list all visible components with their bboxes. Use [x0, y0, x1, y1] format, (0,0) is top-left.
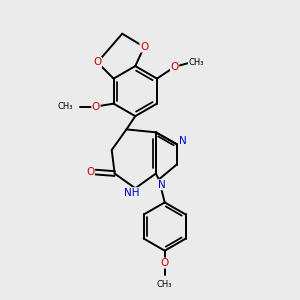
Text: CH₃: CH₃: [58, 102, 73, 111]
Text: O: O: [86, 167, 94, 177]
Text: NH: NH: [124, 188, 140, 198]
Text: O: O: [160, 258, 169, 268]
Text: N: N: [158, 180, 166, 190]
Text: O: O: [170, 62, 179, 72]
Text: O: O: [93, 57, 101, 68]
Text: O: O: [140, 42, 148, 52]
Text: O: O: [92, 102, 100, 112]
Text: CH₃: CH₃: [188, 58, 204, 67]
Text: N: N: [179, 136, 187, 146]
Text: CH₃: CH₃: [157, 280, 172, 289]
